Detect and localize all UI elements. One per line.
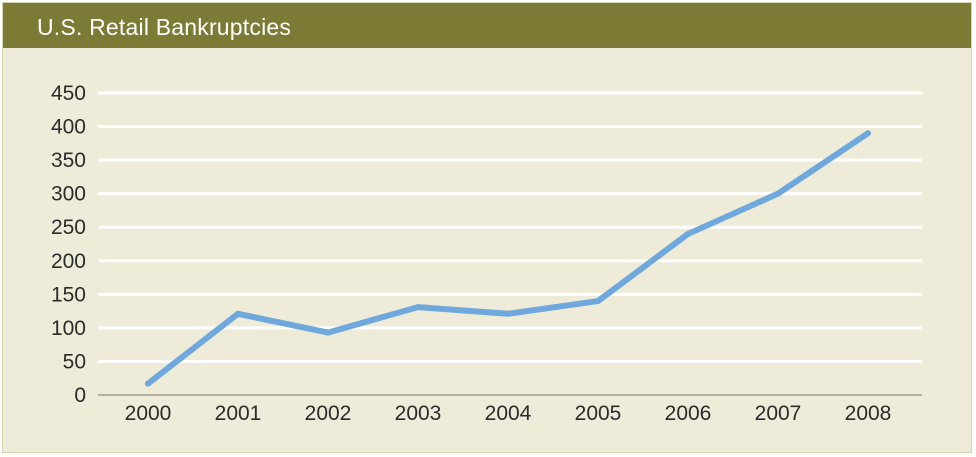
- data-point: [145, 380, 151, 387]
- x-tick-label: 2004: [485, 402, 532, 425]
- data-point: [235, 310, 241, 317]
- x-tick-label: 2006: [665, 402, 712, 425]
- data-point: [415, 304, 421, 311]
- data-point: [775, 190, 781, 197]
- data-point: [325, 329, 331, 336]
- y-tick-label: 250: [51, 216, 86, 239]
- y-tick-label: 200: [51, 250, 86, 273]
- x-tick-label: 2002: [305, 402, 352, 425]
- x-tick-label: 2007: [755, 402, 802, 425]
- y-tick-label: 300: [51, 183, 86, 206]
- y-tick-label: 100: [51, 317, 86, 340]
- x-tick-label: 2008: [845, 402, 892, 425]
- data-point: [505, 310, 511, 317]
- y-tick-label: 400: [51, 116, 86, 139]
- y-tick-label: 50: [63, 350, 86, 373]
- y-tick-label: 450: [51, 82, 86, 105]
- series-line: [145, 130, 871, 387]
- title-bar: U.S. Retail Bankruptcies: [3, 3, 971, 48]
- x-tick-label: 2000: [125, 402, 172, 425]
- data-point: [685, 230, 691, 237]
- y-tick-label: 0: [74, 384, 86, 407]
- y-tick-label: 350: [51, 149, 86, 172]
- y-tick-label: 150: [51, 283, 86, 306]
- data-point: [595, 298, 601, 305]
- x-tick-label: 2005: [575, 402, 622, 425]
- x-tick-label: 2001: [215, 402, 262, 425]
- data-point: [865, 130, 871, 137]
- chart-title: U.S. Retail Bankruptcies: [37, 14, 292, 40]
- x-tick-label: 2003: [395, 402, 442, 425]
